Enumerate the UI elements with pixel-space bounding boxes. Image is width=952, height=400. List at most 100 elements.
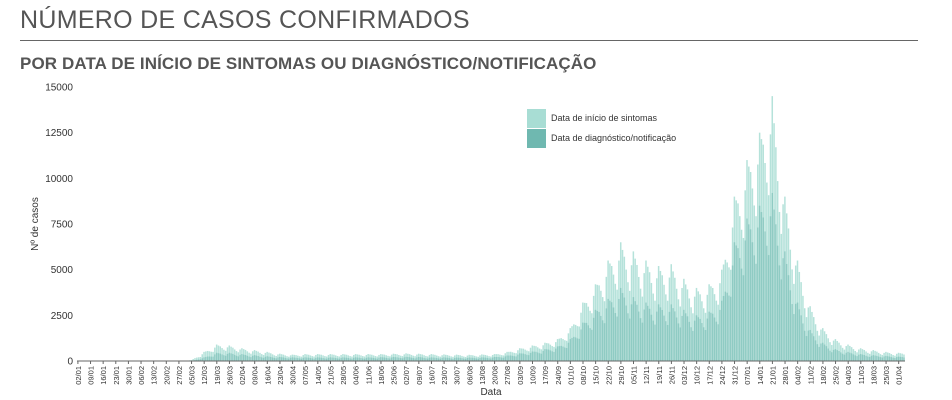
bar [576,338,579,361]
bar [825,346,828,361]
bar [261,357,263,361]
x-tick-label: 02/04 [238,366,247,385]
bar [876,355,878,361]
bar [592,317,595,361]
bar [903,357,905,361]
bar [481,357,483,361]
bar [233,354,236,361]
bar [253,355,256,361]
bar [515,356,517,361]
bar [638,311,640,361]
bar [363,358,366,361]
bar [513,356,516,361]
bar [208,351,211,361]
bar [432,357,434,361]
bar [342,357,344,361]
bar [697,317,700,361]
bar [560,345,562,361]
bar [210,351,212,361]
bar [706,318,709,361]
legend-label-sintomas: Data de início de sintomas [551,113,658,123]
x-tick-label: 01/04 [895,366,904,385]
bar [338,358,341,361]
bar [311,358,314,361]
bar [414,358,416,361]
bar [360,358,362,361]
bar [419,357,422,361]
bar [313,358,315,361]
bar [273,357,276,361]
bar [811,333,813,361]
bar [309,358,312,361]
bar [457,357,460,361]
bar [248,356,250,361]
bar [742,275,745,361]
bar [495,356,498,361]
x-tick-label: 14/01 [756,366,765,385]
bar [785,263,788,361]
bar [527,355,530,361]
bar [724,291,727,361]
bar [389,358,391,361]
bar [616,316,618,361]
x-tick-label: 18/02 [819,366,828,385]
bar [767,255,770,361]
bar [266,356,268,361]
bar [728,295,730,361]
legend-swatch-sintomas [527,109,546,128]
bar [569,339,571,361]
x-axis-label: Data [480,387,502,398]
bar [538,353,541,361]
bar [814,340,817,361]
x-tick-label: 05/03 [188,366,197,385]
bar [773,209,775,361]
bar [771,192,774,361]
bar [374,358,377,361]
bar [349,358,351,361]
bar [509,355,512,361]
bar [641,322,644,361]
bar [486,357,488,361]
bar [803,330,806,361]
bar [347,358,350,361]
bar [816,344,819,361]
bar [776,245,779,361]
x-tick-label: 26/11 [667,366,676,384]
bar [744,240,746,361]
x-tick-label: 08/10 [579,366,588,385]
bar [868,357,871,361]
bar [196,357,198,361]
bar [600,315,602,361]
bar [244,355,247,361]
bar [334,358,337,361]
bar [565,347,568,361]
bar [502,357,505,361]
bar [699,318,701,361]
bar [490,358,492,361]
bar [838,351,840,361]
bar [232,353,234,361]
legend-label-diagnostico: Data de diagnóstico/notificação [551,133,676,143]
x-tick-label: 12/11 [642,366,651,384]
bar [282,357,285,361]
bar [610,302,613,361]
bar [268,356,270,361]
bar [681,315,683,361]
x-tick-label: 03/09 [516,366,525,385]
bar [508,355,510,361]
bar [883,356,885,361]
bar [823,344,826,361]
x-tick-label: 12/03 [200,366,209,385]
bar [598,311,600,361]
x-tick-label: 27/08 [503,366,512,385]
x-tick-label: 29/10 [617,366,626,385]
bar [297,358,299,361]
x-tick-label: 30/07 [453,366,462,385]
bar [212,351,214,361]
bar [580,329,582,361]
x-tick-label: 30/04 [289,366,298,385]
bar [383,357,386,361]
bar [461,358,463,361]
bar [470,357,472,361]
bar [356,357,359,361]
